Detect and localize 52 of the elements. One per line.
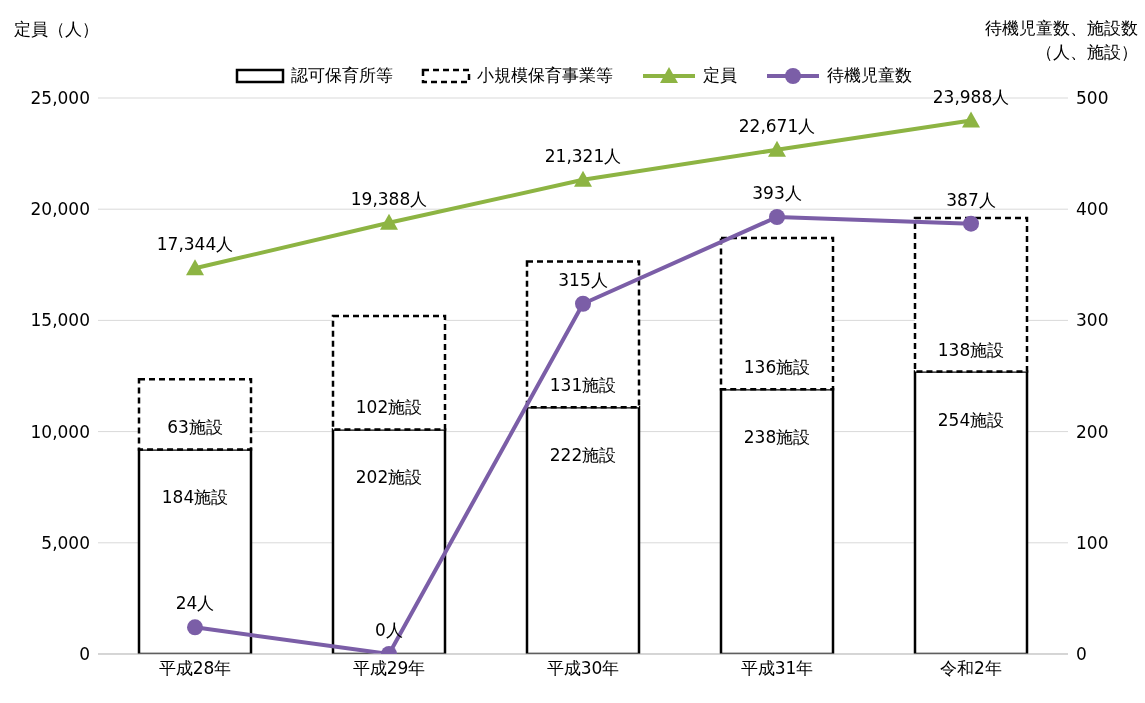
point	[380, 213, 398, 230]
data-label: 19,388人	[350, 188, 428, 209]
data-label: 254施設	[937, 409, 1005, 430]
data-label: 23,988人	[932, 86, 1010, 107]
point	[768, 140, 786, 157]
y2-axis-title: 待機児童数、施設数（人、施設）	[984, 17, 1138, 64]
data-label: 102施設	[355, 397, 423, 418]
data-label: 222施設	[549, 445, 617, 466]
y-tick-label: 10,000	[30, 421, 90, 442]
legend-label: 待機児童数	[825, 64, 912, 87]
data-label: 315人	[558, 269, 608, 290]
x-tick-label: 平成30年	[546, 658, 620, 679]
y2-tick-label: 200	[1076, 421, 1109, 442]
y2-tick-label: 500	[1076, 88, 1109, 109]
y-tick-label: 15,000	[30, 310, 90, 331]
data-label: 138施設	[937, 339, 1005, 360]
data-label: 136施設	[743, 357, 811, 378]
x-tick-label: 平成28年	[158, 658, 232, 679]
point	[574, 170, 592, 187]
point	[962, 111, 980, 128]
x-tick-label: 令和2年	[940, 658, 1002, 679]
data-label: 202施設	[355, 467, 423, 488]
point	[769, 208, 785, 225]
data-label: 21,321人	[544, 145, 622, 166]
data-label: 24人	[175, 593, 215, 614]
y2-tick-label: 300	[1076, 310, 1109, 331]
data-label: 238施設	[743, 427, 811, 448]
y-tick-label: 20,000	[30, 199, 90, 220]
data-label: 393人	[752, 182, 802, 203]
legend-label: 定員	[701, 64, 737, 87]
legend-label: 小規模保育事業等	[475, 64, 613, 87]
point	[963, 215, 979, 232]
y2-tick-label: 0	[1076, 644, 1087, 665]
y-axis-title: 定員（人）	[14, 18, 99, 41]
data-label: 131施設	[549, 375, 617, 396]
y-tick-label: 25,000	[30, 88, 90, 109]
y2-tick-label: 100	[1076, 532, 1109, 553]
x-tick-label: 平成29年	[352, 658, 426, 679]
point	[187, 619, 203, 636]
data-label: 387人	[946, 189, 996, 210]
legend-label: 認可保育所等	[289, 64, 393, 87]
data-label: 17,344人	[156, 234, 234, 255]
data-label: 22,671人	[738, 115, 816, 136]
y2-tick-label: 400	[1076, 199, 1109, 220]
data-label: 63施設	[167, 417, 223, 438]
point	[186, 259, 204, 276]
y-tick-label: 5,000	[41, 532, 90, 553]
data-label: 184施設	[161, 487, 229, 508]
x-tick-label: 平成31年	[740, 658, 814, 679]
point	[575, 295, 591, 312]
y-tick-label: 0	[79, 644, 90, 665]
data-label: 0人	[375, 620, 403, 640]
